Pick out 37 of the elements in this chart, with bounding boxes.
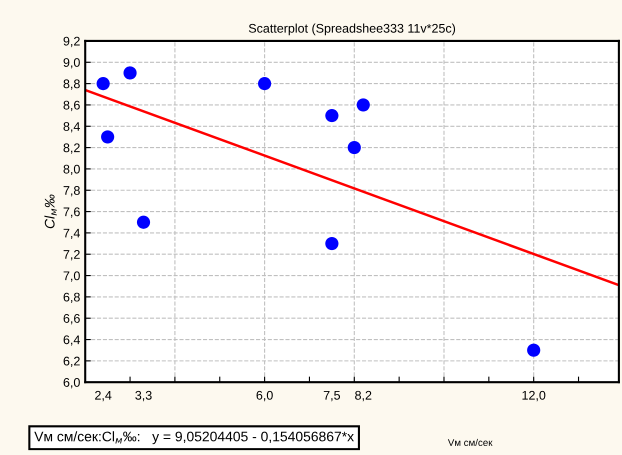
- point: [123, 66, 137, 80]
- x-tick-label: 2,4: [95, 390, 112, 402]
- y-tick-label: 7,8: [64, 186, 80, 196]
- x-axis-title: Vм см/сек: [448, 438, 493, 446]
- point: [325, 109, 338, 122]
- y-tick-label: 6,4: [64, 335, 80, 346]
- point: [101, 130, 114, 144]
- y-tick-label: 7,6: [64, 207, 80, 218]
- y-tick-label: 8,6: [64, 100, 80, 112]
- point: [348, 141, 361, 154]
- point: [356, 98, 370, 112]
- y-tick-label: 8,4: [64, 122, 80, 132]
- chart-title: Scatterplot (Spreadshee333 11v*25c): [248, 24, 456, 36]
- y-tick-label: 6,0: [64, 378, 80, 388]
- point: [258, 77, 272, 90]
- x-tick-label: 3,3: [135, 390, 152, 402]
- y-tick-label: 9,2: [64, 36, 80, 48]
- x-tick-label: 12,0: [522, 390, 546, 402]
- text: Vм см/сек:Cl$_{м}$‰: y = 9,05204405 - 0,154056867*x: [34, 431, 354, 444]
- x-tick-label: 8,2: [355, 390, 372, 402]
- y-tick-label: 6,6: [64, 314, 80, 324]
- y-tick-label: 7,2: [64, 250, 80, 260]
- y-tick-label: 6,2: [64, 356, 80, 367]
- y-tick-label: 9,0: [64, 58, 80, 68]
- y-axis-title: Cl$_{м}$‰: [44, 194, 57, 228]
- y-tick-label: 8,0: [64, 164, 80, 176]
- y-tick-label: 8,8: [64, 79, 80, 90]
- y-tick-label: 7,4: [64, 228, 80, 240]
- x-tick-label: 7,5: [324, 390, 340, 402]
- y-tick-label: 8,2: [64, 143, 80, 154]
- point: [136, 216, 150, 229]
- y-tick-label: 6,8: [64, 292, 80, 304]
- point: [325, 236, 338, 250]
- y-tick-label: 7,0: [64, 271, 80, 282]
- x-tick-label: 6,0: [256, 390, 273, 402]
- point: [527, 344, 540, 357]
- point: [96, 77, 110, 90]
